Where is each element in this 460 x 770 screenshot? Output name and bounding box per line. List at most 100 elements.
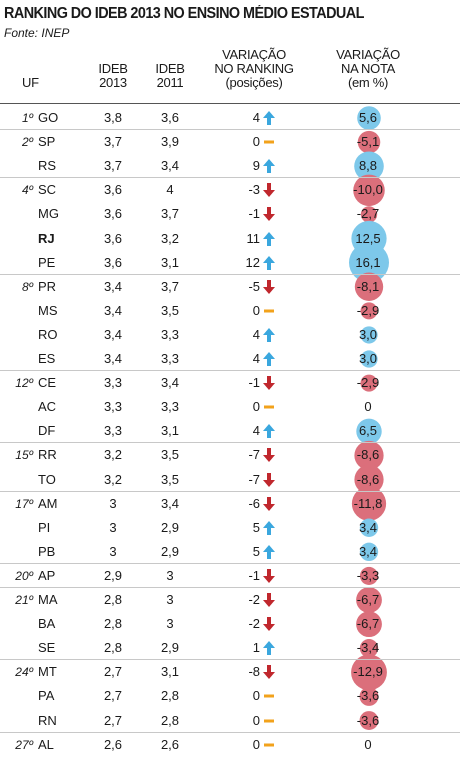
ideb-2013-value: 2,8 [103, 592, 123, 608]
state-code: AM [38, 495, 58, 511]
rank-position: 17º [15, 496, 33, 511]
state-code: RS [38, 158, 57, 174]
ranking-change-value: -1 [248, 206, 260, 222]
grade-change-value: -10,0 [353, 182, 383, 198]
grade-change-value: 3,4 [358, 543, 378, 559]
grade-change-value: -6,7 [356, 592, 380, 608]
grade-bubble [359, 711, 379, 731]
rank-position: 4º [21, 183, 33, 198]
state-code: RR [38, 447, 57, 463]
ideb-2013-value: 3 [109, 495, 117, 511]
ideb-2011-value: 3 [166, 567, 174, 583]
ideb-2013-value: 2,6 [103, 736, 123, 752]
grade-change-value: 3,4 [358, 519, 378, 535]
arrow-down-icon [263, 593, 275, 608]
ideb-2013-value: 3,6 [103, 182, 123, 198]
header-ideb-2013-line: IDEB [98, 61, 128, 76]
ideb-2013-value: 3,2 [103, 447, 123, 463]
state-code: TO [38, 471, 56, 487]
ranking-change-value: 9 [252, 158, 260, 174]
ideb-2013-value: 3,7 [103, 134, 123, 150]
dash-icon [264, 140, 274, 144]
state-code: MS [38, 302, 58, 318]
state-code: PR [38, 278, 57, 294]
rank-position: 15º [15, 448, 33, 463]
grade-change-value: -8,1 [356, 278, 380, 294]
state-code: PB [38, 543, 56, 559]
state-code: PI [38, 519, 51, 535]
ideb-2013-value: 3,4 [103, 278, 123, 294]
ideb-2011-value: 3,2 [160, 230, 180, 246]
ranking-change-value: 0 [252, 399, 260, 415]
grade-change-value: 5,6 [358, 110, 378, 126]
direction-glyph [263, 159, 275, 174]
group-divider [0, 129, 460, 131]
header-grade-variation: VARIAÇÃO NA NOTA (em %) [318, 48, 418, 90]
group-divider [0, 659, 460, 661]
ideb-2011-value: 3,7 [160, 278, 180, 294]
ideb-2011-value: 4 [166, 182, 174, 198]
ranking-change-value: -2 [248, 592, 260, 608]
ideb-2013-value: 3,6 [103, 254, 123, 270]
direction-glyph [263, 448, 275, 463]
grade-change-value: -6,7 [356, 616, 380, 632]
ideb-2013-value: 3,8 [103, 110, 123, 126]
ideb-2013-value: 3 [109, 543, 117, 559]
ideb-2011-value: 3,3 [160, 399, 180, 415]
state-code: PE [38, 254, 56, 270]
arrow-up-icon [263, 231, 275, 246]
grade-bubble [360, 302, 378, 320]
grade-change-value: 3,0 [358, 326, 378, 342]
state-code: DF [38, 423, 56, 439]
header-ideb-2013-line: 2013 [99, 75, 127, 90]
grade-change-value: -12,9 [353, 664, 383, 680]
ideb-2011-value: 3,6 [160, 110, 180, 126]
ranking-change-value: 4 [252, 351, 260, 367]
grade-bubble [356, 611, 382, 638]
ideb-2011-value: 3,5 [160, 471, 180, 487]
ideb-2013-value: 3,4 [103, 326, 123, 342]
direction-glyph [264, 405, 274, 409]
grade-bubble [354, 151, 384, 182]
grade-change-value: 6,5 [358, 423, 378, 439]
arrow-down-icon [263, 472, 275, 487]
ideb-2013-value: 3 [109, 519, 117, 535]
direction-glyph [263, 352, 275, 367]
rank-position: 8º [21, 279, 33, 294]
grade-bubble [354, 440, 384, 471]
ideb-2011-value: 3 [166, 616, 174, 632]
header-nota-line: VARIAÇÃO [336, 47, 400, 62]
ranking-change-value: 5 [252, 543, 260, 559]
state-code: MT [38, 664, 57, 680]
grade-bubble [354, 272, 384, 301]
grade-bubble [360, 350, 378, 368]
group-divider [0, 490, 460, 492]
direction-glyph [263, 568, 275, 583]
ideb-2011-value: 3,7 [160, 206, 180, 222]
direction-glyph [263, 111, 275, 126]
header-ideb-2011-line: 2011 [156, 75, 184, 90]
group-divider [0, 370, 460, 372]
ranking-change-value: 0 [252, 134, 260, 150]
ideb-2013-value: 3,4 [103, 351, 123, 367]
ideb-2011-value: 3,1 [160, 423, 180, 439]
grade-bubble [359, 518, 379, 537]
ideb-2011-value: 3,3 [160, 326, 180, 342]
rank-position: 20º [15, 568, 33, 583]
ideb-2011-value: 3,5 [160, 447, 180, 463]
arrow-up-icon [263, 327, 275, 342]
ranking-change-value: -1 [248, 375, 260, 391]
ranking-change-value: -7 [248, 471, 260, 487]
state-code: ES [38, 351, 56, 367]
dash-icon [264, 719, 274, 723]
ideb-2013-value: 3,3 [103, 375, 123, 391]
ideb-2013-value: 3,6 [103, 230, 123, 246]
direction-glyph [263, 424, 275, 439]
ranking-change-value: 11 [246, 230, 261, 246]
ideb-2011-value: 2,9 [160, 543, 180, 559]
ranking-change-value: 4 [252, 423, 260, 439]
ranking-change-value: 1 [252, 640, 260, 656]
state-code: AC [38, 399, 57, 415]
direction-glyph [264, 743, 274, 747]
direction-glyph [263, 183, 275, 198]
